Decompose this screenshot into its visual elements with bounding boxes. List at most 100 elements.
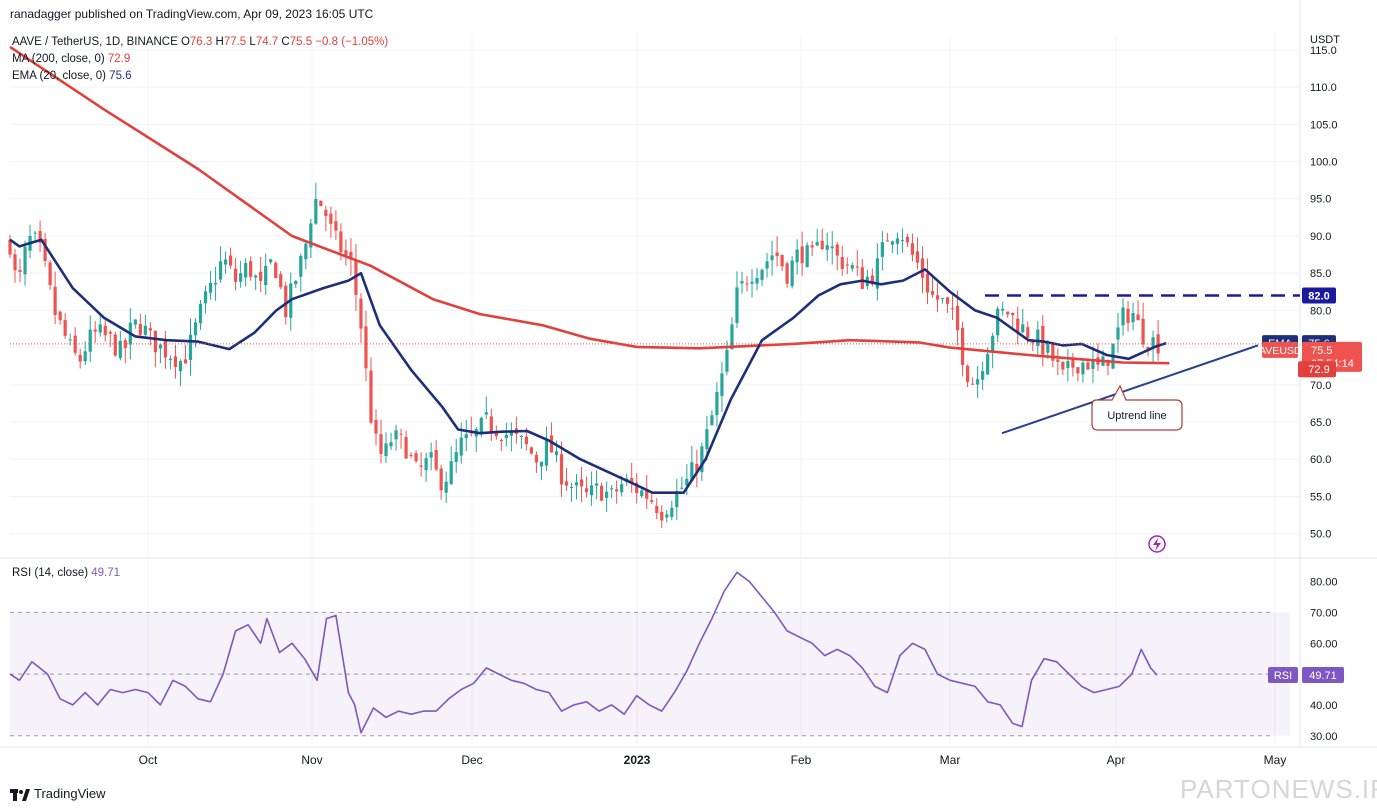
candle-body <box>223 259 228 265</box>
candle-body <box>915 251 920 263</box>
candle-body <box>760 269 764 280</box>
candle-body <box>314 198 318 224</box>
candle-body <box>945 297 950 304</box>
candle-body <box>208 282 213 293</box>
candle-body <box>244 263 248 278</box>
candle-body <box>1091 359 1095 369</box>
candle-body <box>574 482 579 486</box>
candle-body <box>524 436 529 445</box>
candle-body <box>294 280 298 285</box>
candle-body <box>534 454 539 463</box>
price-tick-label: 100.0 <box>1310 157 1338 169</box>
candle-body <box>379 434 383 454</box>
candle-body <box>18 269 22 272</box>
candle-body <box>1156 334 1160 354</box>
candle-body <box>499 440 503 442</box>
time-tick-label: 2023 <box>624 753 651 767</box>
candle-body <box>670 507 674 517</box>
candle-body <box>880 242 884 257</box>
tradingview-footer[interactable]: TradingView <box>10 786 106 801</box>
candle-body <box>53 286 57 315</box>
candle-body <box>344 250 348 256</box>
candle-body <box>925 273 930 293</box>
rsi-legend-value: 49.71 <box>91 567 121 579</box>
candle-body <box>645 489 649 499</box>
candle-body <box>43 238 47 261</box>
price-tick-label: 50.0 <box>1310 529 1331 541</box>
candle-body <box>675 491 679 508</box>
candle-body <box>1041 325 1045 355</box>
candle-body <box>48 262 52 285</box>
candle-body <box>168 358 173 361</box>
candle-body <box>369 370 373 423</box>
candle-body <box>705 429 709 450</box>
candle-body <box>610 488 614 490</box>
candle-body <box>875 258 879 289</box>
candle-body <box>700 446 704 473</box>
candle-body <box>1141 318 1145 345</box>
candle-body <box>504 434 508 439</box>
candle-body <box>23 246 27 275</box>
candle-body <box>479 417 483 433</box>
price-tick-label: 105.0 <box>1310 119 1338 131</box>
rsi-tick-label: 60.00 <box>1310 638 1338 650</box>
ma-legend: MA (200, close, 0) 72.9 <box>12 53 130 65</box>
candle-body <box>529 447 534 454</box>
ma-legend-value: 72.9 <box>107 53 131 65</box>
candle-body <box>920 258 925 278</box>
candle-body <box>254 275 258 278</box>
price-tick-label: 65.0 <box>1310 417 1331 429</box>
uptrend-line <box>1001 344 1259 435</box>
candle-body <box>815 241 819 246</box>
candle-body <box>720 373 724 397</box>
candle-body <box>103 325 107 336</box>
price-tick-label: 95.0 <box>1310 194 1331 206</box>
rsi-legend: RSI (14, close) 49.71 <box>12 567 120 579</box>
candle-body <box>279 274 283 288</box>
candle-body <box>860 267 864 289</box>
candle-body <box>78 354 82 362</box>
candle-body <box>660 511 664 521</box>
resistance-tag: 82.0 <box>1308 291 1329 303</box>
candle-body <box>770 255 774 261</box>
candle-body <box>299 255 303 277</box>
candle-body <box>1136 314 1140 321</box>
candle-body <box>123 340 127 349</box>
candle-body <box>655 505 659 514</box>
time-tick-label: May <box>1264 753 1287 767</box>
uptrend-annotation-box <box>1091 384 1183 431</box>
candle-body <box>996 308 1000 336</box>
candle-body <box>685 478 689 486</box>
candle-body <box>930 291 935 295</box>
candle-body <box>1076 367 1080 374</box>
candle-body <box>584 488 589 493</box>
candle-body <box>971 383 975 385</box>
candle-body <box>544 439 549 466</box>
candle-body <box>459 437 463 456</box>
rsi-name-tag: RSI <box>1274 670 1292 682</box>
time-tick-label: Apr <box>1107 753 1126 767</box>
high-value: 77.5 <box>223 36 247 48</box>
price-value-tag: 75.5 <box>1311 345 1332 357</box>
candle-body <box>234 268 238 282</box>
candle-body <box>138 323 142 335</box>
candle-body <box>444 481 448 493</box>
candle-body <box>594 483 599 486</box>
candle-body <box>750 281 754 284</box>
candle-body <box>810 245 814 248</box>
candle-body <box>264 265 268 286</box>
candle-body <box>835 244 839 256</box>
candle-body <box>309 223 313 248</box>
candle-body <box>439 468 443 491</box>
time-tick-label: Mar <box>940 753 961 767</box>
price-tick-label: 60.0 <box>1310 454 1331 466</box>
candle-body <box>1006 311 1010 315</box>
candle-body <box>1056 359 1060 362</box>
candle-body <box>715 391 719 416</box>
candle-body <box>464 434 468 439</box>
candle-body <box>640 490 644 497</box>
price-tick-label: 85.0 <box>1310 268 1331 280</box>
candle-body <box>890 241 894 245</box>
candle-body <box>905 236 910 243</box>
